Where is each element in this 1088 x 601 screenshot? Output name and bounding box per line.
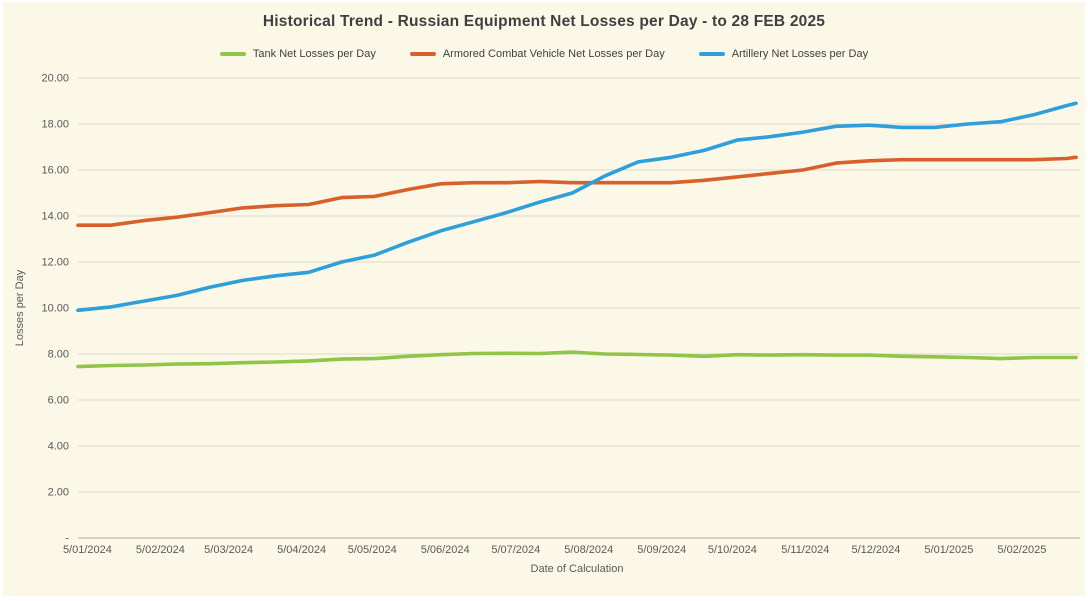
artillery-line (76, 101, 1078, 313)
y-tick-label: 8.00 (48, 349, 69, 361)
y-tick-label: 12.00 (41, 257, 69, 269)
x-tick-label: 5/09/2024 (637, 544, 686, 556)
y-tick-label: 18.00 (41, 119, 69, 131)
y-tick-label: 4.00 (48, 441, 69, 453)
artillery-line-swatch (698, 52, 725, 56)
x-tick-label: 5/03/2024 (204, 544, 253, 556)
x-tick-label: 5/12/2024 (851, 544, 900, 556)
y-tick-label: 14.00 (41, 211, 69, 223)
chart-legend: Tank Net Losses per Day Armored Combat V… (3, 48, 1085, 60)
legend-item-artillery: Artillery Net Losses per Day (698, 48, 869, 60)
y-tick-label: 10.00 (41, 303, 69, 315)
legend-label-artillery: Artillery Net Losses per Day (731, 48, 869, 60)
y-tick-label: 16.00 (41, 165, 69, 177)
tank-line (76, 350, 1078, 369)
x-tick-label: 5/06/2024 (421, 544, 470, 556)
plot-area: 20.00 18.00 16.00 14.00 12.00 10.00 8.00 6.00 4.… (14, 73, 1080, 575)
acv-line-swatch (409, 52, 436, 56)
legend-label-acv: Armored Combat Vehicle Net Losses per Da… (442, 48, 665, 60)
y-axis-title: Losses per Day (14, 269, 26, 346)
y-tick-label: 20.00 (41, 73, 69, 85)
x-tick-label: 5/01/2024 (63, 544, 112, 556)
x-tick-label: 5/07/2024 (491, 544, 540, 556)
y-tick-label: 6.00 (48, 395, 69, 407)
x-tick-label: 5/02/2024 (136, 544, 185, 556)
x-tick-label: 5/02/2025 (997, 544, 1046, 556)
y-tick-label: 2.00 (48, 487, 69, 499)
legend-item-tank: Tank Net Losses per Day (219, 48, 376, 60)
x-tick-label: 5/08/2024 (564, 544, 613, 556)
chart-panel: Historical Trend - Russian Equipment Net… (3, 2, 1085, 596)
legend-label-tank: Tank Net Losses per Day (252, 48, 376, 60)
x-tick-label: 5/01/2025 (924, 544, 973, 556)
x-tick-label: 5/04/2024 (277, 544, 326, 556)
legend-item-acv: Armored Combat Vehicle Net Losses per Da… (409, 48, 665, 60)
x-tick-label: 5/05/2024 (348, 544, 397, 556)
chart-title: Historical Trend - Russian Equipment Net… (262, 13, 826, 30)
x-tick-label: 5/10/2024 (708, 544, 757, 556)
x-tick-label: 5/11/2024 (781, 544, 829, 556)
y-tick-label: - (65, 533, 69, 545)
x-axis-title: Date of Calculation (531, 563, 624, 575)
tank-line-swatch (219, 52, 246, 56)
